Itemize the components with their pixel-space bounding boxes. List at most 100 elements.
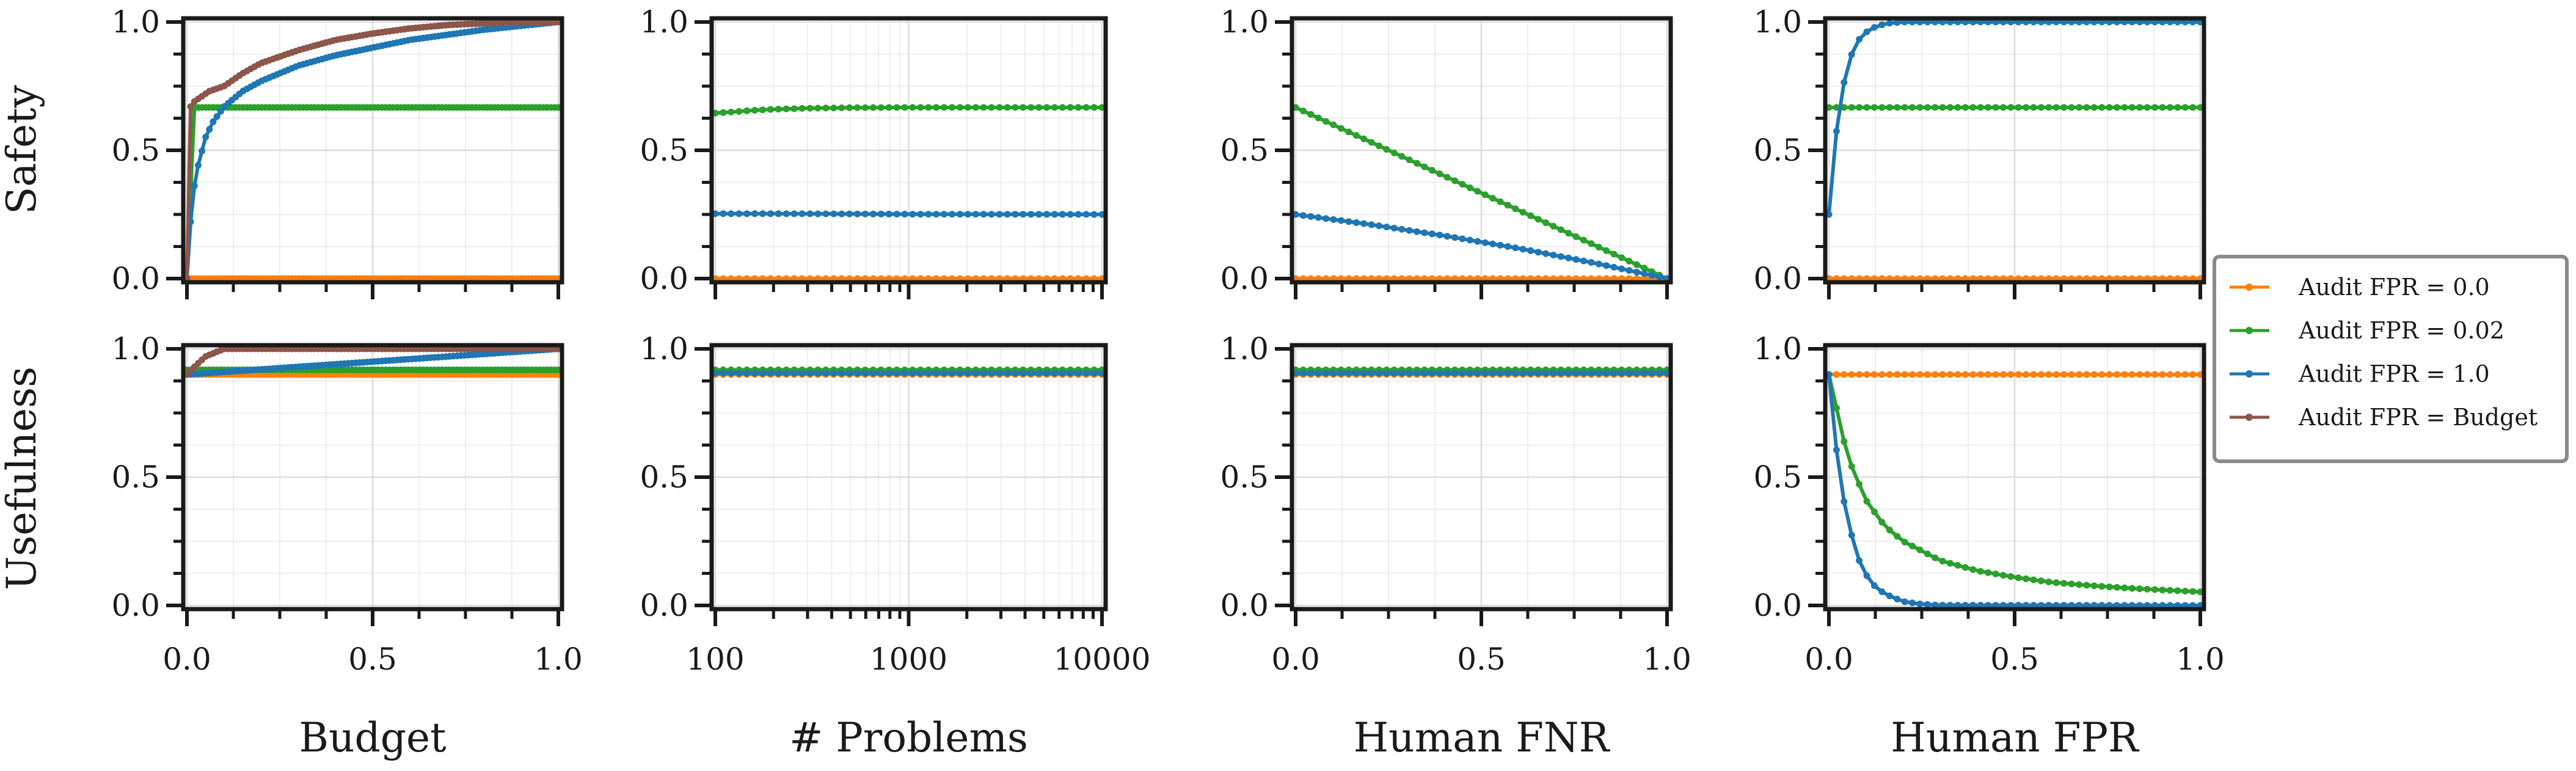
data-point <box>1565 370 1572 377</box>
data-point <box>1939 602 1946 609</box>
data-point <box>194 162 202 169</box>
data-point <box>2166 104 2173 111</box>
data-point <box>2151 371 2159 378</box>
x-tick-label: 10000 <box>1053 641 1150 677</box>
data-point <box>1542 370 1549 377</box>
data-point <box>1969 104 1977 111</box>
data-point <box>2166 371 2173 378</box>
data-point <box>885 370 892 377</box>
data-point <box>1550 252 1557 258</box>
data-point <box>1466 184 1473 191</box>
data-point <box>909 370 916 377</box>
data-point <box>1894 104 1901 111</box>
data-point <box>2098 104 2106 111</box>
y-tick-label: 0.5 <box>1753 133 1802 168</box>
data-point <box>1641 265 1648 272</box>
data-point <box>2090 371 2098 378</box>
data-point <box>1633 261 1640 268</box>
data-point <box>846 210 853 217</box>
data-point <box>1954 104 1961 111</box>
data-point <box>1519 370 1527 377</box>
data-point <box>1557 226 1564 233</box>
data-point <box>1323 370 1330 377</box>
data-point <box>2045 104 2052 111</box>
data-point <box>1894 596 1901 603</box>
data-point <box>1595 244 1602 250</box>
data-point <box>1004 104 1011 111</box>
data-point <box>941 370 948 377</box>
data-point <box>1051 104 1058 111</box>
data-point <box>1856 481 1863 488</box>
data-point <box>2174 104 2181 111</box>
data-point <box>838 104 845 111</box>
data-point <box>1451 177 1459 185</box>
data-point <box>2159 586 2166 594</box>
data-point <box>933 211 940 218</box>
data-point <box>2144 585 2151 593</box>
data-point <box>1870 508 1878 516</box>
data-point <box>1323 215 1330 222</box>
data-point <box>933 104 940 111</box>
data-point <box>861 210 869 217</box>
data-point <box>1512 205 1519 213</box>
data-point <box>1894 371 1901 378</box>
data-point <box>1916 104 1924 111</box>
data-point <box>1020 104 1027 111</box>
data-point <box>1368 139 1375 146</box>
data-point <box>2060 104 2068 111</box>
data-point <box>1878 371 1886 378</box>
data-point <box>917 370 924 377</box>
data-point <box>1443 370 1451 377</box>
data-point <box>2030 104 2037 111</box>
data-point <box>2045 371 2052 378</box>
data-point <box>1512 244 1519 252</box>
data-point <box>1969 566 1977 573</box>
data-point <box>1977 568 1984 575</box>
x-axis-label: Budget <box>299 714 446 761</box>
data-point <box>1961 564 1969 571</box>
data-point <box>1833 447 1840 453</box>
y-tick-label: 0.0 <box>111 261 160 296</box>
data-point <box>1519 208 1527 216</box>
data-point <box>1641 270 1648 277</box>
data-point <box>1856 557 1863 564</box>
data-point <box>893 370 900 377</box>
data-point <box>2007 573 2015 580</box>
data-point <box>1534 370 1542 377</box>
data-point <box>1969 371 1977 378</box>
legend-entry: Audit FPR = 0.02 <box>2230 317 2505 344</box>
data-point <box>885 104 892 111</box>
data-point <box>1565 254 1572 261</box>
data-point <box>1977 104 1984 111</box>
data-point <box>1012 370 1019 377</box>
data-point <box>1527 212 1534 219</box>
x-tick-label: 0.5 <box>348 641 397 677</box>
row-label-safety: Safety <box>0 84 45 214</box>
data-point <box>1428 230 1436 238</box>
data-point <box>964 104 971 111</box>
data-point <box>783 370 790 377</box>
data-point <box>1618 265 1626 272</box>
data-point <box>1603 247 1610 254</box>
data-point <box>1376 370 1382 377</box>
data-point <box>869 370 877 377</box>
data-point <box>1618 254 1626 261</box>
data-point <box>941 104 948 111</box>
data-point <box>1856 35 1863 43</box>
data-point <box>1932 371 1939 378</box>
data-point <box>830 370 837 377</box>
data-point <box>1610 263 1618 271</box>
data-point <box>1059 104 1066 111</box>
data-point <box>720 210 727 217</box>
data-point <box>1870 371 1878 378</box>
x-tick-label: 0.0 <box>162 641 211 677</box>
data-point <box>1901 538 1908 546</box>
legend-entry: Audit FPR = 0.0 <box>2230 274 2490 301</box>
data-point <box>1947 371 1954 378</box>
x-tick-label: 1.0 <box>1643 641 1691 677</box>
data-point <box>1436 370 1443 377</box>
y-tick-label: 0.5 <box>640 133 688 168</box>
data-point <box>909 104 916 111</box>
data-point <box>2136 104 2144 111</box>
data-point <box>2151 104 2159 111</box>
